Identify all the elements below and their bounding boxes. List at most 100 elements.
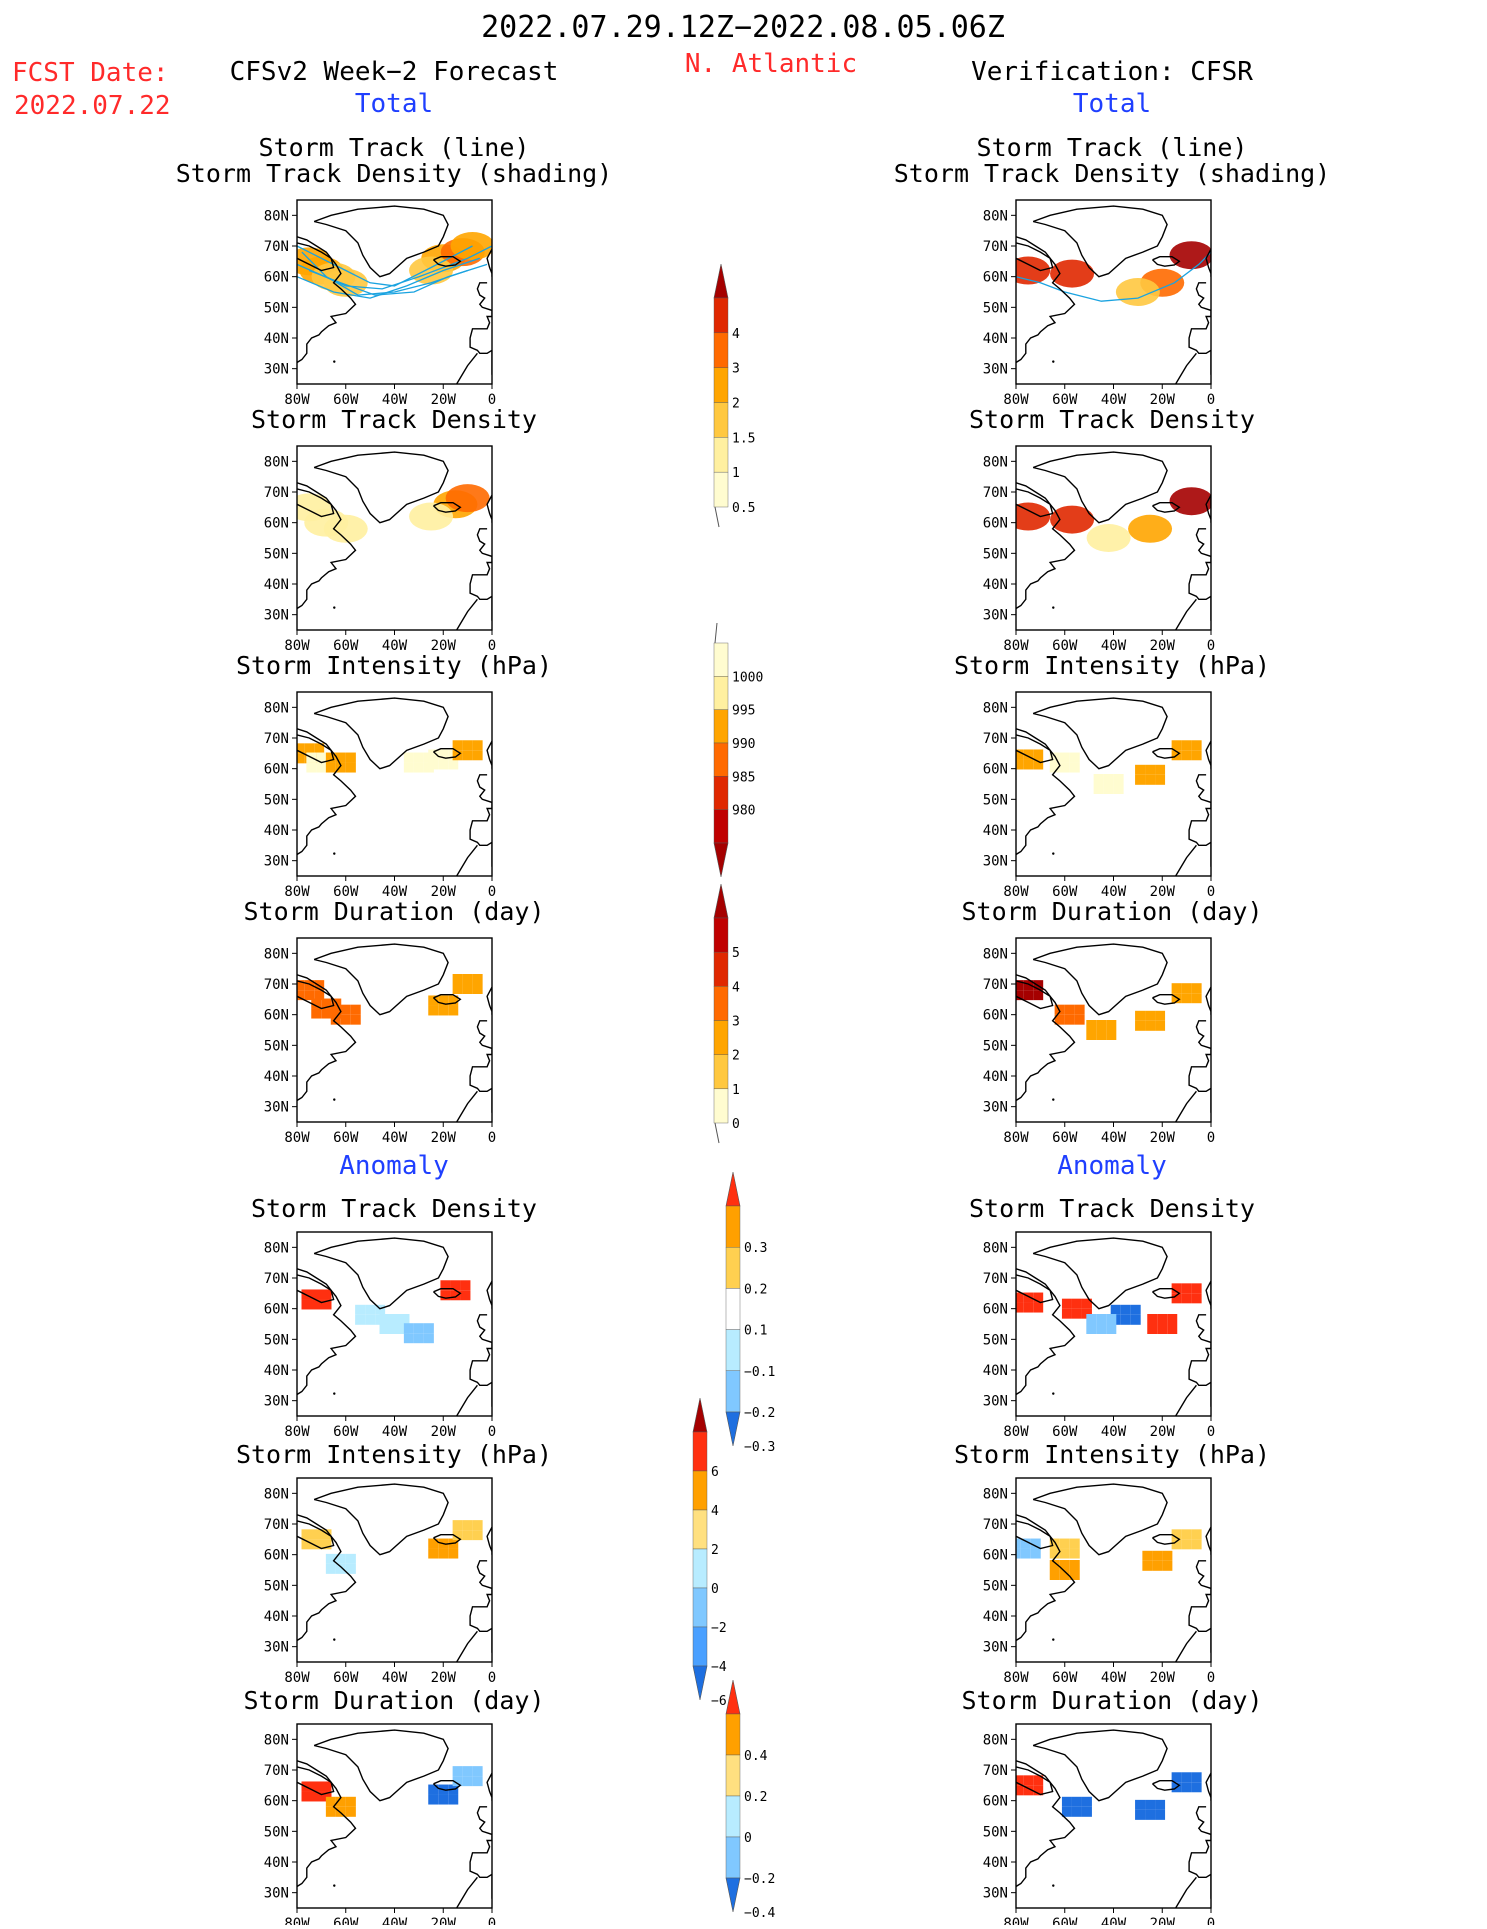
storm-track-line [301, 251, 468, 296]
y-tick-label: 30N [264, 1394, 289, 1410]
left-anomaly-label: Anomaly [339, 1151, 449, 1181]
grid-cell [460, 1290, 471, 1301]
x-tick-label: 20W [431, 1670, 457, 1686]
colorbar-cb_anom_intensity: 6 4 2 0 −2 −4 −6 [692, 1397, 727, 1709]
colorbar-label: 995 [732, 704, 755, 719]
map-panel-verif_duration: 80N 70N 60N 50N 40N 30N 80W 60W 40W 20W 0 [983, 937, 1215, 1146]
x-tick-label: 20W [431, 392, 457, 408]
y-tick-label: 50N [983, 1332, 1008, 1348]
coastline [1016, 728, 1076, 856]
grid-cell [1155, 1010, 1166, 1021]
grid-cell [1106, 1030, 1117, 1040]
bermuda-dot [333, 1884, 336, 1887]
x-tick-label: 20W [1150, 1130, 1176, 1146]
grid-cell [1135, 764, 1146, 775]
bermuda-dot [1052, 852, 1055, 855]
grid-cell [1096, 1020, 1107, 1030]
grid-cell [1191, 1539, 1202, 1550]
colorbar-segment [692, 1509, 708, 1550]
colorbar-segment [713, 437, 729, 473]
grid-cell [1171, 1539, 1182, 1550]
panel-title-fcst-duration: Storm Duration (day) [243, 897, 544, 926]
colorbar-segment [713, 809, 729, 844]
grid-cell [1059, 1548, 1070, 1559]
grid-cell [1071, 1308, 1082, 1319]
y-tick-label: 80N [983, 1486, 1008, 1502]
coastline [486, 1280, 492, 1309]
x-tick-label: 60W [333, 884, 359, 900]
grid-cell [1120, 1314, 1131, 1325]
grid-cell [428, 1005, 439, 1016]
panel-title-verif-track: Storm Track (line) [977, 133, 1248, 162]
colorbar-label: 6 [711, 1465, 719, 1480]
bermuda-dot [333, 1098, 336, 1101]
colorbar-segment [725, 1329, 741, 1371]
x-tick-label: 20W [1150, 1916, 1176, 1925]
coastline [1016, 734, 1054, 764]
grid-cell [340, 1004, 351, 1015]
y-tick-label: 60N [983, 1794, 1008, 1810]
coastline [1016, 1514, 1076, 1642]
grid-cell [450, 1290, 461, 1301]
y-tick-label: 70N [264, 239, 289, 255]
y-tick-label: 30N [983, 362, 1008, 378]
grid-cell [1049, 752, 1060, 763]
y-tick-label: 30N [264, 608, 289, 624]
coastline [297, 1520, 335, 1550]
grid-cell [297, 990, 305, 1001]
colorbar-segment [725, 1205, 741, 1248]
grid-cell [335, 1796, 346, 1807]
coastline [486, 1772, 492, 1801]
colorbar-segment [713, 986, 729, 1021]
density-blob [1128, 514, 1173, 543]
x-tick-label: 40W [382, 1130, 408, 1146]
map-panel-verif_anom_intensity: 80N 70N 60N 50N 40N 30N 80W 60W 40W 20W 0 [983, 1477, 1215, 1686]
y-tick-label: 80N [983, 700, 1008, 716]
right-total-label: Total [1073, 89, 1151, 119]
coastline [1032, 943, 1168, 1016]
y-tick-label: 30N [264, 1640, 289, 1656]
grid-cell [1033, 1785, 1044, 1796]
x-tick-label: 60W [1052, 1670, 1078, 1686]
grid-cell [1113, 774, 1124, 784]
coastline [1188, 774, 1211, 867]
grid-cell [452, 1530, 463, 1541]
coastline [1152, 748, 1181, 759]
grid-cell [1191, 750, 1202, 761]
y-tick-label: 60N [264, 1302, 289, 1318]
grid-cell [1142, 1550, 1153, 1561]
grid-cell [311, 1529, 322, 1540]
map-plot-area [1016, 1478, 1211, 1662]
y-tick-label: 50N [264, 300, 289, 316]
colorbars: 4321.510.510009959909859805432100.30.20.… [692, 263, 775, 1921]
density-blob [1050, 505, 1095, 534]
coastline [469, 774, 492, 867]
panel-title-verif-anom-duration: Storm Duration (day) [961, 1686, 1262, 1715]
coastline [1016, 974, 1076, 1102]
coastline [297, 1760, 357, 1888]
coastline [433, 1534, 462, 1545]
grid-cell [1155, 1799, 1166, 1810]
grid-cell [325, 1563, 336, 1574]
grid-cell [1069, 762, 1080, 773]
grid-cell [1059, 752, 1070, 763]
grid-cell [311, 1539, 322, 1550]
grid-cell [350, 1004, 361, 1015]
coastline [486, 1526, 492, 1555]
coastline [1032, 1483, 1168, 1556]
grid-cell [1064, 1014, 1075, 1025]
grid-cell [1130, 1304, 1141, 1315]
x-tick-label: 80W [1003, 884, 1029, 900]
grid-cell [1130, 1314, 1141, 1325]
grid-cell [472, 1530, 483, 1541]
grid-cell [325, 762, 336, 773]
x-tick-label: 0 [1207, 392, 1215, 408]
x-tick-label: 60W [333, 1424, 359, 1440]
density-blob [409, 502, 454, 531]
grid-cell [413, 1323, 424, 1334]
colorbar-segment [713, 402, 729, 438]
grid-cell [345, 752, 356, 763]
grid-cell [1030, 1538, 1041, 1549]
coastline [313, 205, 449, 278]
